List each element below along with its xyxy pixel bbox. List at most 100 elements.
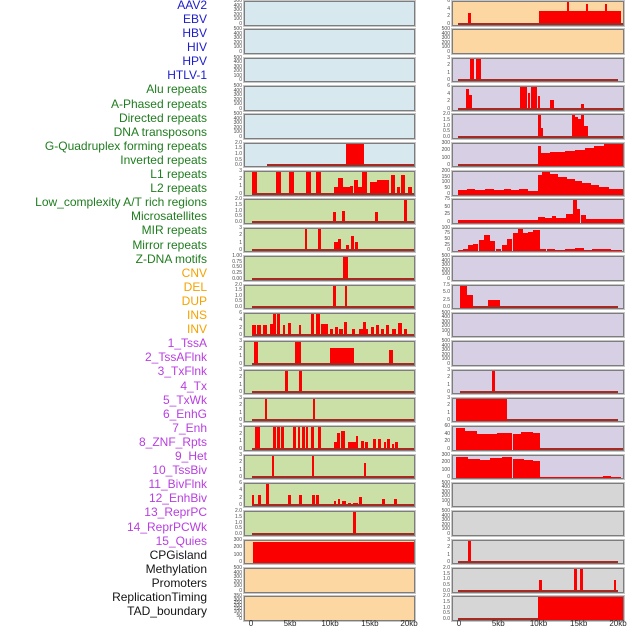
y-tick: 200 (233, 96, 242, 103)
y-tick: 300 (441, 262, 450, 269)
right-chart-row-22: 2.0 1.5 1.0 0.5 0.0 (429, 594, 624, 621)
red-bar (527, 231, 533, 252)
red-bar (575, 117, 578, 138)
red-bar (480, 459, 491, 479)
y-tick: 0.5 (443, 610, 450, 617)
left-row-6-y-ticks: 2.0 1.5 1.0 0.5 0.0 (221, 139, 244, 168)
y-tick: 0.25 (232, 270, 242, 277)
right-chart-14-plot (452, 369, 624, 395)
x-tick-20kb: 20kb (609, 619, 627, 628)
red-bar (517, 228, 523, 252)
y-tick: 0.50 (232, 264, 242, 271)
right-chart-16-plot (452, 426, 624, 451)
y-tick: 400 (233, 2, 242, 9)
y-tick: 200 (441, 459, 450, 466)
track-label-a-phased-repeats: A-Phased repeats (110, 96, 207, 111)
y-tick: 400 (441, 314, 450, 321)
red-bar (487, 300, 500, 308)
right-chart-3-plot (452, 57, 624, 83)
left-chart-7-plot (244, 171, 415, 196)
y-tick: 300 (441, 139, 450, 146)
red-bar (339, 328, 343, 337)
y-tick: 0 (239, 615, 242, 622)
baseline-signal (251, 249, 414, 252)
y-tick: 500 (233, 26, 242, 33)
y-tick: 2 (239, 232, 242, 239)
left-row-22-y-ticks: 350 300 250 200 150 100 50 0 (221, 594, 244, 622)
y-tick: 1.0 (235, 207, 242, 214)
y-tick: 0.5 (443, 581, 450, 588)
right-chart-row-10: 500 400 300 200 100 0 (429, 254, 624, 281)
y-tick: 1 (239, 239, 242, 246)
red-bar (338, 178, 343, 195)
red-bar (456, 457, 469, 479)
y-tick: 1 (239, 409, 242, 416)
y-tick: 2.5 (443, 296, 450, 303)
left-chart-19-plot (244, 511, 415, 536)
y-tick: 3 (239, 451, 242, 458)
right-chart-15-plot (452, 397, 624, 423)
red-bar (333, 186, 338, 195)
y-tick: 0 (447, 474, 450, 481)
y-tick: 300 (441, 517, 450, 524)
y-tick: 200 (441, 323, 450, 330)
track-label-4-tx: 4_Tx (180, 378, 207, 393)
track-label-hbv: HBV (182, 26, 207, 40)
right-chart-19-plot (452, 511, 624, 536)
right-chart-13-plot (452, 341, 624, 366)
red-bar (512, 433, 521, 450)
y-tick: 400 (233, 30, 242, 37)
red-bar (602, 248, 612, 252)
red-bar (475, 190, 486, 195)
y-tick: 3 (239, 366, 242, 373)
track-label-dna-transposons: DNA transposons (113, 124, 207, 139)
x-axis-right: 0 5kb 10kb 15kb 20kb (453, 619, 627, 629)
baseline-signal (507, 419, 618, 422)
y-tick: 0 (239, 77, 242, 84)
y-tick: 0.5 (443, 128, 450, 135)
red-bar (611, 477, 622, 479)
red-bar (604, 3, 608, 25)
y-tick: 0 (239, 502, 242, 509)
red-bar (495, 248, 501, 252)
y-tick: 500 (441, 508, 450, 515)
y-tick: 0 (239, 133, 242, 140)
y-tick: 1.5 (235, 513, 242, 520)
left-chart-2-plot (244, 29, 415, 54)
y-tick: 2.0 (235, 281, 242, 288)
right-chart-row-13: 500 400 300 200 100 0 (429, 339, 624, 366)
red-bar (466, 88, 469, 110)
right-chart-row-9: 100 75 50 25 0 (429, 225, 624, 253)
right-row-16-y-ticks: 60 40 20 0 (429, 424, 452, 452)
y-tick: 150 (233, 606, 242, 613)
red-bar (541, 127, 544, 138)
red-bar (590, 185, 600, 195)
y-tick: 300 (441, 35, 450, 42)
right-chart-row-11: 7.5 5.0 2.5 0.0 (429, 282, 624, 310)
red-bar (304, 228, 308, 252)
x-tick-10kb: 10kb (321, 619, 339, 628)
y-tick: 2.0 (235, 139, 242, 146)
y-tick: 100 (233, 583, 242, 589)
left-row-19-y-ticks: 2.0 1.5 1.0 0.5 0.0 (221, 509, 244, 537)
right-chart-row-12: 500 400 300 200 100 0 (429, 310, 624, 338)
red-bar (251, 172, 257, 195)
red-bar (264, 398, 268, 422)
left-chart-1-plot (244, 1, 415, 26)
baseline-signal (458, 164, 538, 167)
red-bar (391, 443, 395, 450)
red-bar (386, 438, 390, 450)
y-tick: 250 (233, 599, 242, 606)
red-bar (288, 323, 292, 337)
red-bar (294, 342, 302, 365)
red-bar (603, 143, 623, 167)
y-tick: 0 (239, 474, 242, 481)
red-bar (575, 149, 586, 167)
y-tick: 2.0 (235, 196, 242, 203)
